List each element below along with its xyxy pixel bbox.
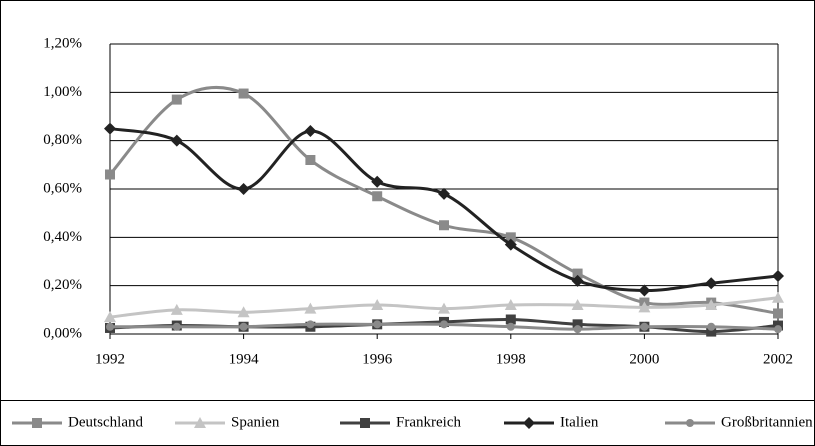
- y-tick-label: 1,00%: [43, 84, 82, 100]
- point: [505, 314, 516, 325]
- legend-label: Großbritannien: [721, 414, 813, 430]
- x-tick-label: 1996: [362, 351, 393, 367]
- point: [172, 322, 181, 331]
- point: [573, 325, 582, 334]
- point: [105, 169, 115, 180]
- x-tick-label: 2000: [629, 351, 659, 367]
- point: [571, 274, 584, 287]
- point: [438, 187, 450, 200]
- y-tick-label: 1,20%: [43, 35, 82, 51]
- point: [304, 302, 317, 314]
- point: [440, 320, 448, 329]
- y-tick-label: 0,80%: [43, 132, 82, 148]
- point: [237, 306, 250, 318]
- point: [373, 320, 382, 329]
- point: [506, 322, 515, 331]
- point: [707, 322, 716, 331]
- legend-label: Spanien: [231, 414, 280, 430]
- point: [104, 311, 116, 323]
- point: [640, 322, 649, 331]
- point: [705, 299, 718, 310]
- x-tick-label: 1998: [496, 351, 526, 367]
- point: [773, 308, 783, 319]
- point: [705, 277, 718, 290]
- point: [638, 284, 651, 297]
- point: [572, 268, 583, 279]
- point: [170, 134, 183, 147]
- point: [372, 191, 383, 202]
- point: [571, 299, 584, 310]
- legend-marker: [360, 418, 370, 428]
- point: [504, 238, 517, 251]
- x-tick-label: 2002: [763, 351, 793, 367]
- y-tick-label: 0,20%: [43, 277, 82, 293]
- y-tick-label: 0,00%: [43, 325, 82, 341]
- legend-label: Frankreich: [396, 414, 461, 430]
- y-tick-label: 0,60%: [43, 180, 82, 196]
- y-tick-label: 0,40%: [43, 229, 82, 245]
- point: [238, 88, 249, 99]
- point: [304, 125, 317, 137]
- point: [305, 155, 316, 165]
- point: [171, 94, 182, 105]
- point: [772, 291, 784, 303]
- point: [170, 303, 183, 315]
- point: [706, 326, 717, 337]
- legend-marker: [686, 419, 694, 427]
- point: [371, 299, 384, 310]
- point: [106, 322, 114, 331]
- point: [306, 320, 315, 329]
- point: [438, 302, 450, 314]
- legend-label: Deutschland: [68, 414, 143, 430]
- point: [371, 175, 384, 188]
- x-tick-label: 1994: [229, 351, 260, 367]
- legend-marker: [32, 418, 42, 428]
- point: [237, 183, 250, 195]
- legend-marker: [523, 417, 535, 429]
- point: [504, 299, 517, 310]
- point: [239, 322, 248, 331]
- point: [638, 301, 651, 313]
- legend-marker: [194, 417, 206, 428]
- point: [505, 232, 516, 243]
- point: [772, 270, 784, 282]
- point: [439, 220, 449, 231]
- point: [572, 319, 583, 330]
- point: [104, 122, 116, 135]
- point: [774, 325, 782, 334]
- legend-label: Italien: [560, 414, 599, 430]
- x-tick-label: 1992: [95, 351, 125, 367]
